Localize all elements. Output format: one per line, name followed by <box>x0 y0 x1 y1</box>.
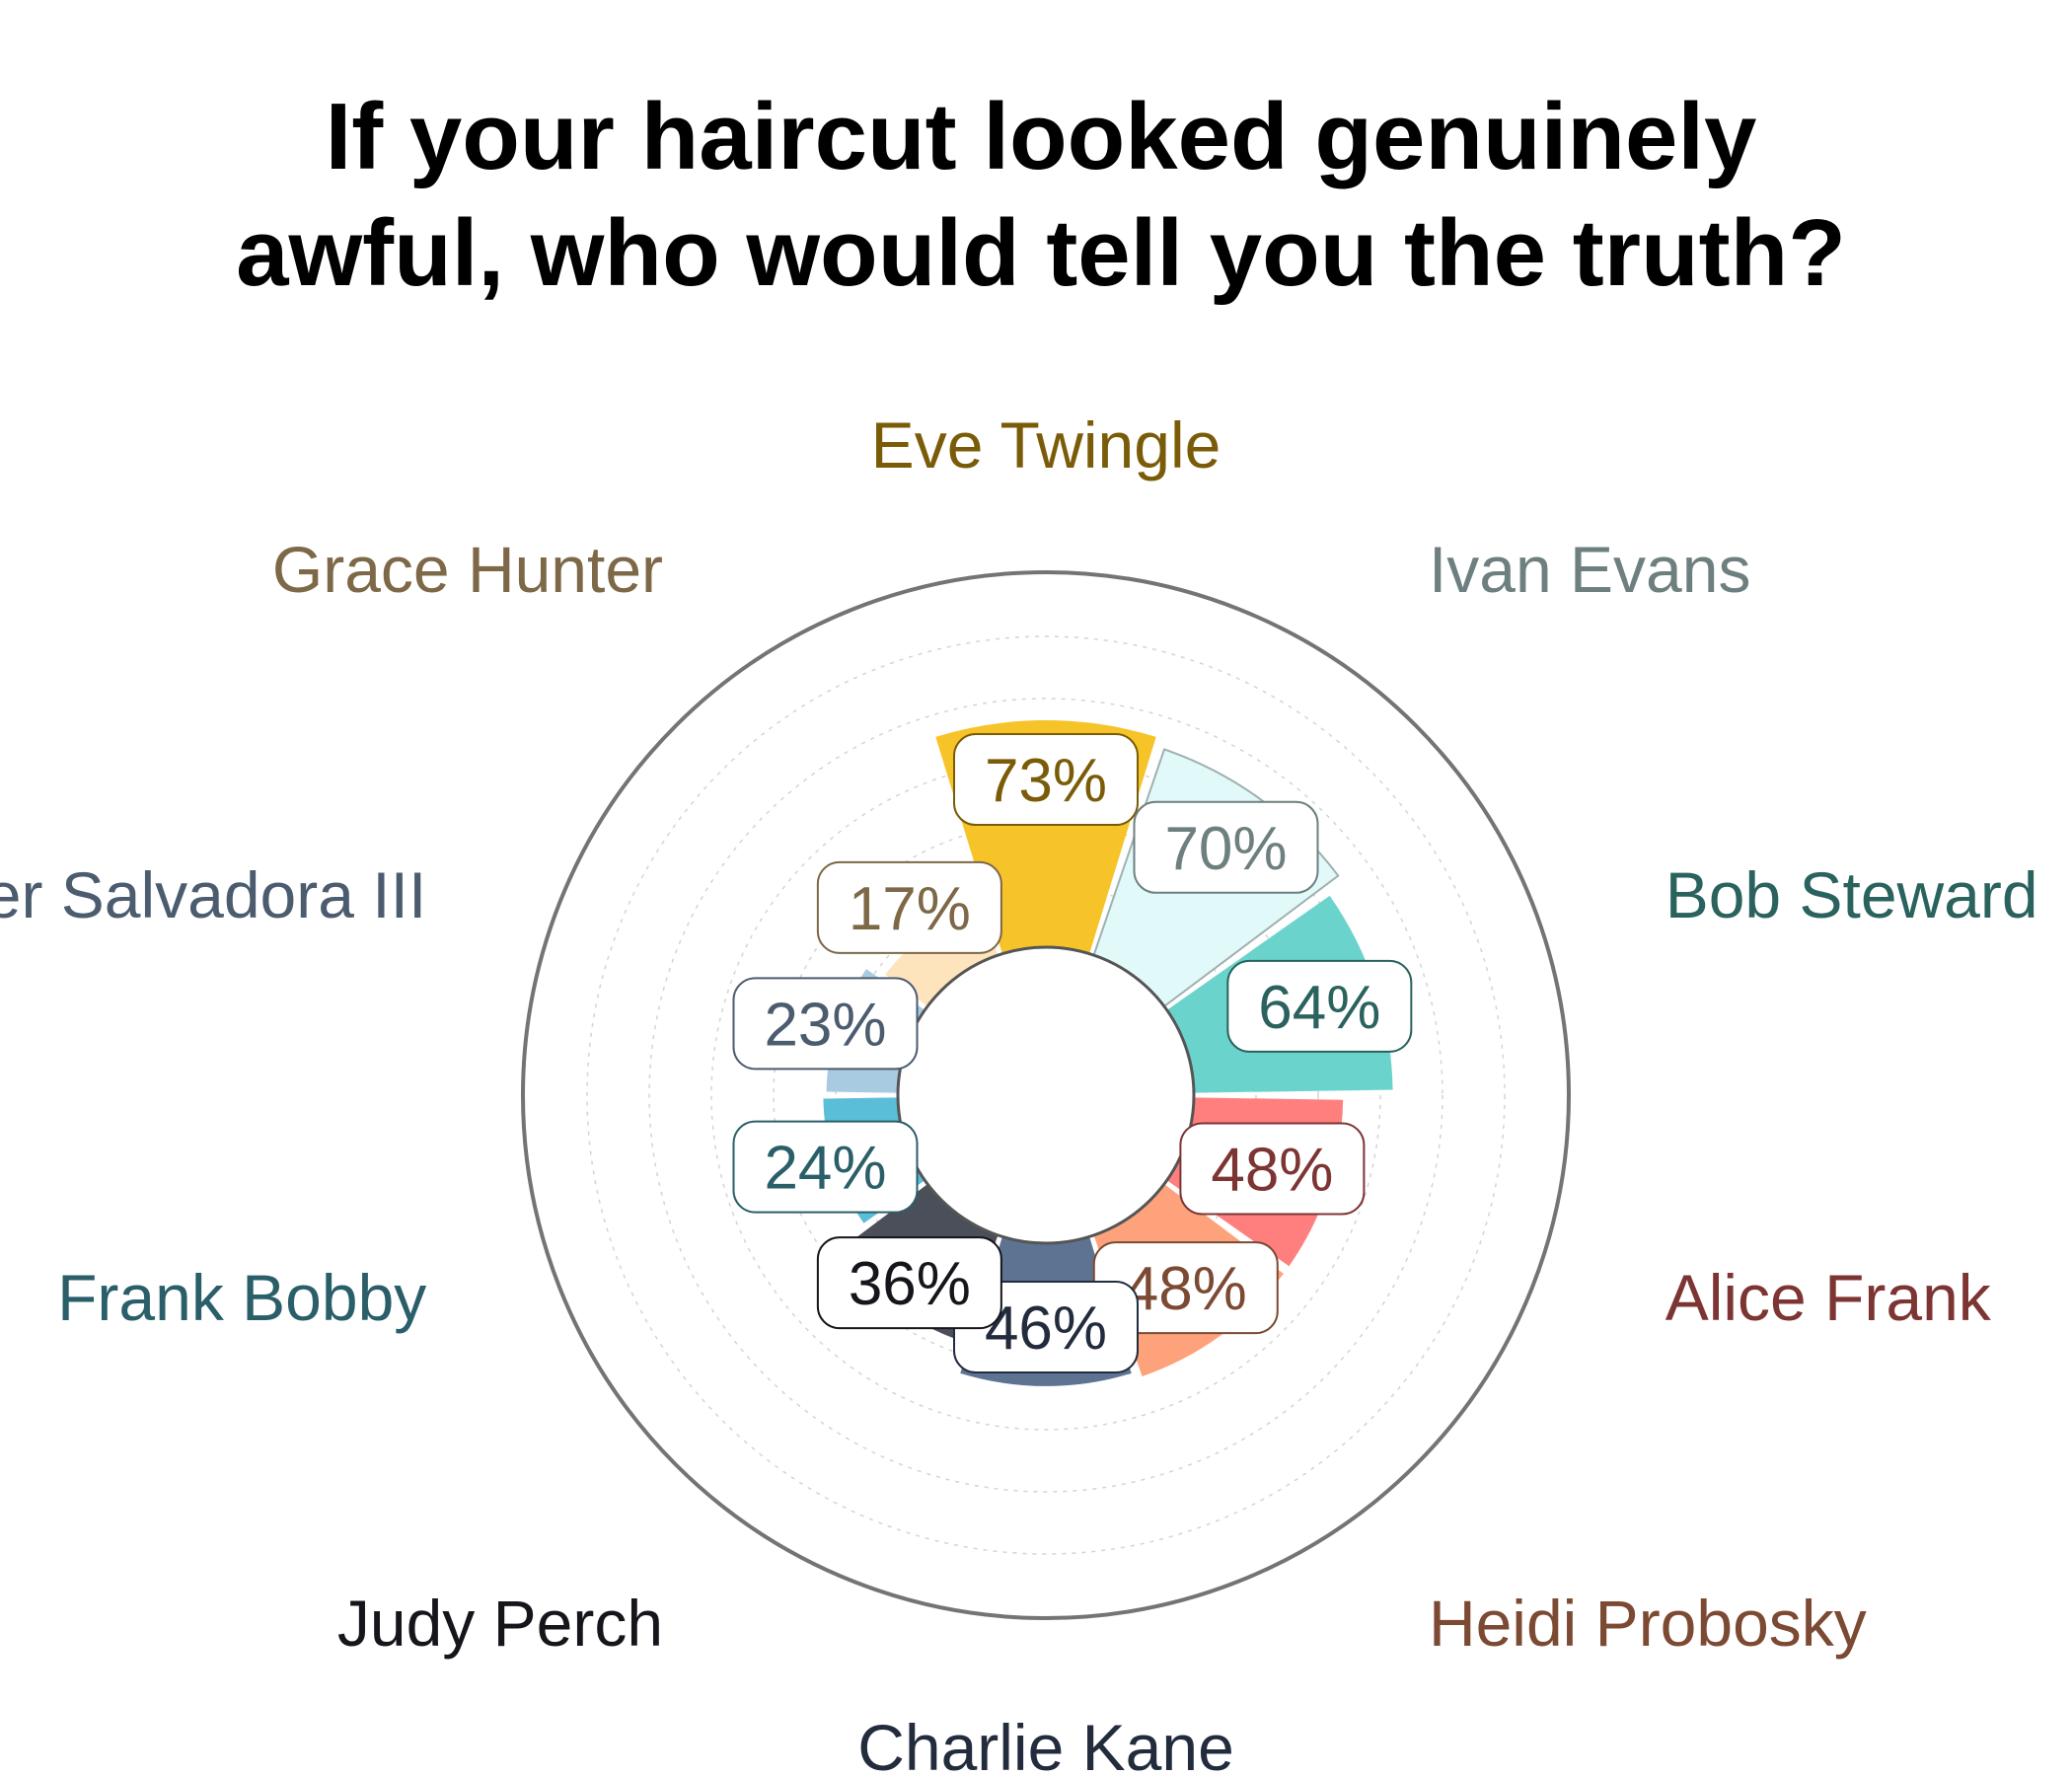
value-label-eve-twingle: 73% <box>953 733 1139 827</box>
chart-title: If your haircut looked genuinely awful, … <box>236 84 1846 306</box>
category-label-esther-salvadora-iii: Esther Salvadora III <box>0 858 426 931</box>
value-label-box <box>732 1120 919 1214</box>
value-label-text: 23% <box>764 991 886 1059</box>
value-label-text: 17% <box>849 875 971 943</box>
value-label-text: 48% <box>1125 1255 1247 1323</box>
value-label-frank-bobby: 24% <box>732 1120 919 1214</box>
value-label-grace-hunter: 17% <box>816 860 1002 954</box>
category-label-frank-bobby: Frank Bobby <box>57 1261 426 1334</box>
value-label-ivan-evans: 70% <box>1133 800 1319 894</box>
value-label-text: 64% <box>1258 974 1380 1042</box>
value-label-text: 73% <box>985 747 1107 815</box>
grid-ring-60 <box>710 760 1381 1431</box>
value-label-text: 70% <box>1164 815 1287 883</box>
value-label-text: 24% <box>764 1135 886 1203</box>
value-label-box <box>1226 959 1413 1053</box>
grid-ring-100 <box>586 635 1506 1555</box>
value-label-esther-salvadora-iii: 23% <box>732 977 919 1071</box>
value-label-text: 46% <box>985 1295 1107 1363</box>
value-label-box <box>1133 800 1319 894</box>
value-label-box <box>732 977 919 1071</box>
value-label-alice-frank: 48% <box>1179 1122 1366 1216</box>
category-label-eve-twingle: Eve Twingle <box>871 408 1221 481</box>
value-label-box <box>816 860 1002 954</box>
category-label-grace-hunter: Grace Hunter <box>272 533 663 606</box>
grid-ring-80 <box>648 698 1443 1493</box>
value-label-text: 36% <box>849 1250 971 1318</box>
value-label-box <box>816 1236 1002 1330</box>
value-label-bob-steward: 64% <box>1226 959 1413 1053</box>
category-label-ivan-evans: Ivan Evans <box>1429 533 1751 606</box>
category-label-bob-steward: Bob Steward <box>1665 858 2038 931</box>
value-labels: 73% 70% 64% 48% 48% 46%36% 24% 23% 17% <box>732 733 1413 1373</box>
category-label-heidi-probosky: Heidi Probosky <box>1429 1587 1867 1660</box>
value-label-text: 48% <box>1211 1137 1333 1205</box>
category-label-alice-frank: Alice Frank <box>1665 1261 1992 1334</box>
category-label-charlie-kane: Charlie Kane <box>857 1711 1234 1776</box>
value-label-heidi-probosky: 48% <box>1092 1241 1279 1335</box>
outer-ring <box>521 570 1571 1620</box>
value-label-box <box>953 733 1139 827</box>
inner-hole <box>896 945 1196 1245</box>
value-label-box <box>1179 1122 1366 1216</box>
value-label-judy-perch: 36% <box>816 1236 1002 1330</box>
category-labels: Eve Twingle Ivan Evans Bob Steward Alice Fr… <box>0 408 2038 1776</box>
category-label-judy-perch: Judy Perch <box>337 1587 663 1660</box>
